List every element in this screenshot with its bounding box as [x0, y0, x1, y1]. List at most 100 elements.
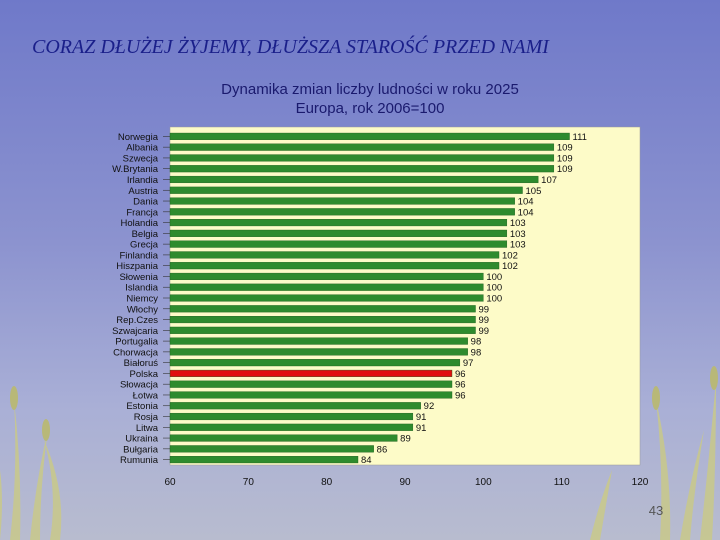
value-label: 102 [502, 261, 518, 272]
value-label: 105 [526, 186, 542, 197]
value-label: 100 [486, 272, 502, 283]
value-label: 100 [486, 283, 502, 294]
bar [169, 272, 484, 280]
bar [169, 262, 500, 270]
x-tick-label: 100 [475, 477, 492, 488]
bar [169, 412, 414, 421]
value-label: 96 [455, 380, 466, 391]
value-label: 91 [416, 412, 427, 423]
bar [169, 316, 476, 324]
value-label: 96 [455, 369, 466, 380]
category-label: Polska [129, 369, 158, 380]
category-label: Niemcy [126, 294, 158, 305]
category-label: Austria [128, 186, 158, 197]
value-label: 103 [510, 229, 526, 240]
value-label: 97 [463, 358, 474, 369]
x-tick-label: 70 [243, 477, 255, 488]
bar [169, 219, 508, 227]
bar [169, 337, 468, 345]
category-label: Norwegia [118, 132, 159, 143]
bar [169, 348, 468, 356]
value-label: 98 [471, 347, 482, 358]
category-label: Albania [126, 143, 158, 154]
bar [169, 154, 555, 162]
bar [169, 186, 523, 194]
category-label: Irlandia [127, 175, 159, 186]
category-label: Chorwacja [113, 347, 159, 358]
value-label: 92 [424, 401, 435, 412]
value-label: 102 [502, 250, 518, 261]
value-label: 109 [557, 164, 573, 175]
bar [169, 240, 508, 248]
value-label: 99 [479, 315, 490, 326]
value-label: 109 [557, 143, 573, 154]
category-label: Holandia [121, 218, 159, 229]
bar [169, 229, 508, 237]
category-label: Islandia [125, 283, 158, 294]
category-label: Portugalia [115, 337, 158, 348]
slide-title: CORAZ DŁUŻEJ ŻYJEMY, DŁUŻSZA STAROŚĆ PRZ… [32, 36, 549, 58]
category-label: Rep.Czes [116, 315, 158, 326]
bar [169, 132, 570, 140]
value-label: 104 [518, 197, 534, 208]
bar [169, 456, 359, 464]
bar [169, 143, 555, 151]
category-label: Francja [126, 207, 158, 218]
bar [169, 175, 539, 184]
category-label: Słowacja [120, 380, 159, 391]
value-label: 84 [361, 455, 372, 466]
bar [169, 165, 555, 173]
bar [169, 326, 476, 334]
value-label: 89 [400, 434, 411, 445]
x-tick-label: 80 [321, 477, 333, 488]
category-label: Rumunia [120, 455, 159, 466]
chart-title-block: Dynamika zmian liczby ludności w roku 20… [150, 80, 590, 118]
category-label: Dania [133, 197, 159, 208]
category-label: Łotwa [133, 390, 159, 401]
value-label: 100 [486, 294, 502, 305]
bar [169, 445, 374, 453]
category-label: Belgia [132, 229, 159, 240]
value-label: 99 [479, 304, 490, 315]
bar [169, 402, 421, 410]
x-tick-label: 110 [554, 477, 570, 488]
category-label: Grecja [130, 240, 159, 251]
chart-title: Dynamika zmian liczby ludności w roku 20… [221, 81, 519, 98]
bar [169, 423, 414, 431]
category-label: Szwecja [123, 153, 159, 164]
value-label: 96 [455, 390, 466, 401]
bar [169, 197, 515, 205]
category-label: Rosja [134, 412, 159, 423]
category-label: Bułgaria [123, 444, 159, 455]
category-label: Słowenia [119, 272, 158, 283]
category-label: Włochy [127, 304, 158, 315]
value-label: 111 [573, 132, 587, 143]
bar [169, 380, 453, 388]
value-label: 107 [541, 175, 557, 186]
category-label: Hiszpania [116, 261, 158, 272]
value-label: 109 [557, 153, 573, 164]
bar [169, 359, 461, 367]
category-label: Litwa [136, 423, 159, 434]
value-label: 98 [471, 337, 482, 348]
category-label: Ukraina [125, 434, 158, 445]
bar [169, 391, 453, 399]
bar [169, 208, 515, 216]
bar [169, 251, 500, 259]
value-label: 103 [510, 240, 526, 251]
bar [169, 283, 484, 291]
value-label: 104 [518, 207, 534, 218]
page-number: 43 [648, 503, 664, 518]
x-tick-label: 60 [164, 477, 176, 488]
bar [169, 369, 453, 377]
bar [169, 305, 476, 313]
bar [169, 294, 484, 302]
category-label: Białoruś [124, 358, 159, 369]
x-tick-label: 90 [399, 477, 411, 488]
category-label: W.Brytania [112, 164, 159, 175]
chart-subtitle: Europa, rok 2006=100 [295, 100, 445, 117]
value-label: 91 [416, 423, 427, 434]
category-label: Szwajcaria [112, 326, 159, 337]
value-label: 103 [510, 218, 526, 229]
